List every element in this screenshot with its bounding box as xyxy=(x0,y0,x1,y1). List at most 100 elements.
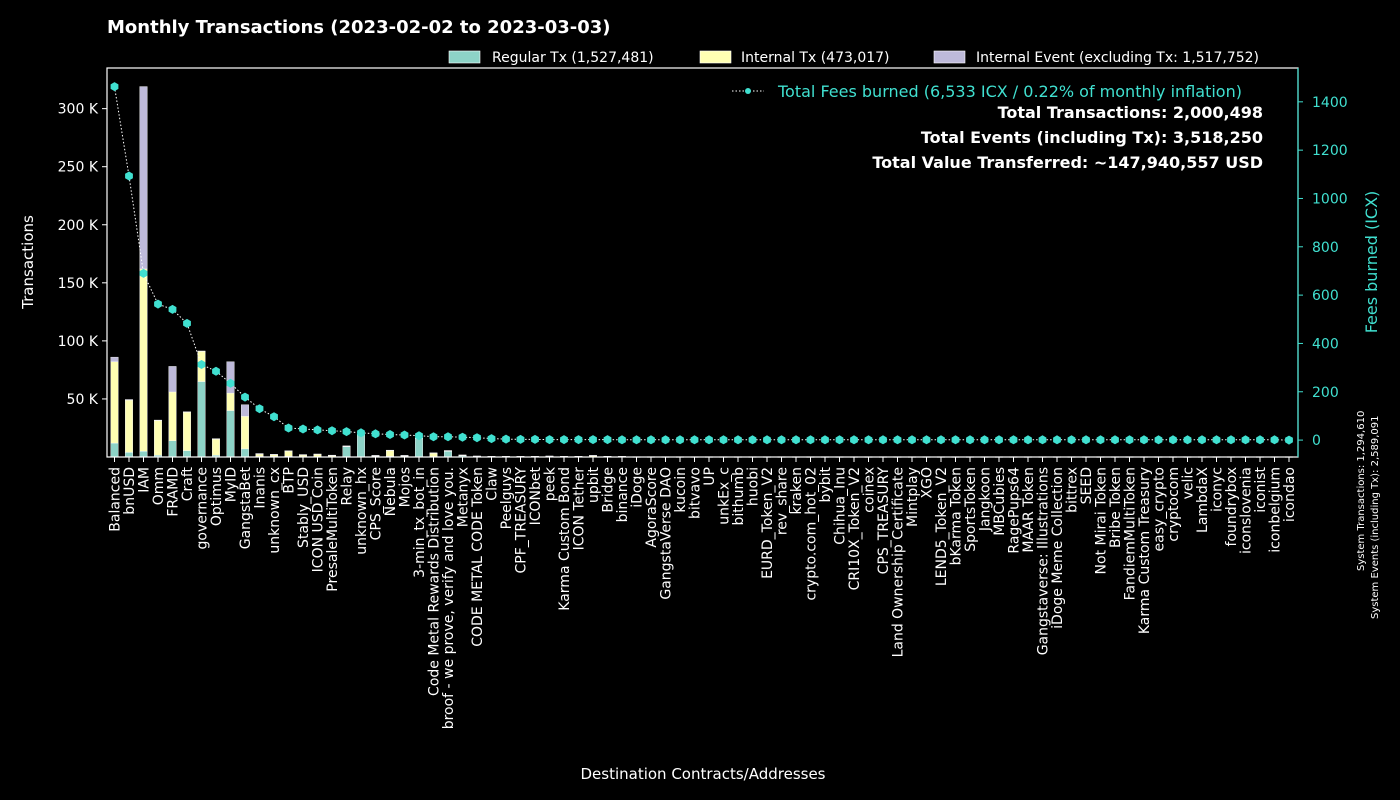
bar-internal-event-metanyx xyxy=(458,454,467,456)
x-tick-label-bittrex: bittrex xyxy=(1065,467,1081,513)
x-tick-label-craft: Craft xyxy=(180,467,196,502)
x-tick-label-huobi: huobi xyxy=(746,467,762,506)
fees-marker-cps-treasury xyxy=(879,435,887,445)
fees-marker-jangkoon xyxy=(980,435,989,445)
fees-marker-maar-token xyxy=(1024,435,1032,445)
x-tick-label-maar-token: MAAR Token xyxy=(1021,467,1037,553)
fees-marker-crypto-com-hot-02 xyxy=(806,435,815,445)
fees-layer xyxy=(110,82,1293,445)
y2-tick-label: 1000 xyxy=(1312,191,1348,207)
fees-marker-relay xyxy=(342,427,351,437)
x-tick-label-bithumb: bithumb xyxy=(731,467,747,526)
fees-marker-broof-we-prove-verify-and-love-you xyxy=(444,432,452,442)
x-tick-label-framd: FRAMD xyxy=(166,467,182,517)
annotation-total-transactions: Total Transactions: 2,000,498 xyxy=(998,103,1263,122)
x-tick-label-easy-crypto: easy_crypto xyxy=(1152,467,1168,551)
x-tick-label-iconbet: ICONbet xyxy=(528,466,544,525)
bar-internal-event-code-metal-code-token xyxy=(473,455,481,457)
fees-marker-claw xyxy=(487,434,496,444)
fees-marker-peek xyxy=(545,435,554,445)
bar-regular-broof-we-prove-verify-and-love-you xyxy=(444,450,452,458)
fees-marker-foundrybox xyxy=(1227,435,1235,445)
bar-internal-tx-code-metal-rewards-distribution xyxy=(429,452,438,457)
x-tick-label-eurd-token-v2: EURD_Token_V2 xyxy=(760,467,776,579)
fees-marker-binance xyxy=(618,435,626,445)
x-tick-label-velic: velic xyxy=(1181,467,1197,499)
plot-frame xyxy=(106,67,1299,458)
x-tick-label-unknown-cx: unknown_cx xyxy=(267,467,283,554)
x-tick-label-xgo: XGO xyxy=(920,467,936,498)
fees-marker-karma-custom-bond xyxy=(560,435,568,445)
fees-marker-idoge xyxy=(632,435,641,445)
fees-marker-bybit xyxy=(821,435,829,445)
bar-internal-event-inanis xyxy=(255,453,264,455)
fees-marker-rev-share xyxy=(777,435,786,445)
fees-marker-iconslovenia xyxy=(1241,435,1250,445)
bar-internal-event-relay xyxy=(342,445,351,447)
fees-marker-bitvavo xyxy=(690,435,699,445)
bar-internal-event-omm xyxy=(154,419,162,421)
bar-regular-3-min-tx-bot-in xyxy=(415,438,423,458)
bar-internal-event-mojos xyxy=(400,455,409,457)
fees-line xyxy=(114,86,1290,441)
fees-marker-kraken xyxy=(792,435,800,445)
legend-fees-marker xyxy=(745,88,751,94)
x-tick-label-cryptocom: cryptocom xyxy=(1166,467,1182,542)
legend-label-internal-event: Internal Event (excluding Tx: 1,517,752) xyxy=(976,50,1259,66)
fees-marker-peelguys xyxy=(502,434,510,444)
x-tick-label-myid: MyID xyxy=(224,467,240,502)
x-tick-label-lend5-token-v2: LEND5_Token_V2 xyxy=(934,467,950,586)
fees-marker-nebula xyxy=(386,430,394,439)
fees-marker-huobi xyxy=(748,435,757,445)
x-tick-label-mbcubies: MBCubies xyxy=(992,467,1008,536)
fees-marker-icon-tether xyxy=(574,435,583,445)
bar-regular-iam xyxy=(139,450,148,458)
bar-internal-event-framd xyxy=(168,366,177,393)
bar-regular-myid xyxy=(226,410,235,458)
fees-marker-gangstaverse-dao xyxy=(661,435,670,445)
x-tick-label-cps-score: CPS_Score xyxy=(369,467,385,540)
legend-label-fees: Total Fees burned (6,533 ICX / 0.22% of … xyxy=(777,82,1242,101)
x-tick-label-bribe-token: Bribe Token xyxy=(1108,467,1124,548)
x-tick-label-iconbelgium: iconbelgium xyxy=(1268,467,1284,553)
fees-marker-unknown-hx xyxy=(357,428,365,438)
y-tick-label: 300 K xyxy=(58,102,99,118)
fees-marker-up xyxy=(705,435,713,445)
chart-title: Monthly Transactions (2023-02-02 to 2023… xyxy=(107,17,611,38)
y-tick-label: 100 K xyxy=(58,334,99,350)
fees-marker-unknown-cx xyxy=(270,412,278,422)
annotation-total-events: Total Events (including Tx): 3,518,250 xyxy=(921,128,1263,147)
x-tick-label-agorascore: AgoraScore xyxy=(644,467,660,548)
fees-marker-land-ownership-certificate xyxy=(893,435,902,445)
fees-marker-bridge xyxy=(603,435,612,445)
bar-internal-tx-balanced xyxy=(110,361,119,444)
x-tick-label-land-ownership-certificate: Land Ownership Certificate xyxy=(891,467,907,657)
x-tick-label-gangstaverse-illustrations: Gangstaverse: Illustrations xyxy=(1036,467,1052,655)
annotation-total-value: Total Value Transferred: ~147,940,557 US… xyxy=(872,153,1263,172)
fees-marker-bnusd xyxy=(125,171,133,181)
fees-marker-unkex-c xyxy=(719,435,728,445)
fees-marker-myid xyxy=(226,378,235,388)
bar-internal-event-craft xyxy=(183,411,191,413)
x-tick-label-cpf-treasury: CPF_TREASURY xyxy=(514,467,530,574)
fees-marker-xgo xyxy=(922,435,931,445)
bar-internal-tx-myid xyxy=(226,392,235,411)
x-tick-label-lambdax: LambdaX xyxy=(1195,467,1211,533)
fees-marker-code-metal-code-token xyxy=(473,433,481,443)
bar-internal-event-nebula xyxy=(386,449,394,451)
x-tick-label-idoge: iDoge xyxy=(630,467,646,508)
y-tick-label: 50 K xyxy=(67,392,99,408)
bar-regular-balanced xyxy=(110,442,119,458)
fees-marker-cryptocom xyxy=(1169,435,1177,445)
bar-regular-unknown-hx xyxy=(357,434,365,458)
bar-internal-event-peek xyxy=(545,455,554,457)
fees-marker-iconbet xyxy=(531,434,539,444)
x-tick-label-inanis: Inanis xyxy=(253,467,269,509)
bar-internal-tx-framd xyxy=(168,391,177,441)
x-tick-label-gangstabet: GangstaBet xyxy=(238,466,254,549)
y2-tick-label: 800 xyxy=(1312,240,1339,256)
fees-marker-bribe-token xyxy=(1111,435,1119,445)
fees-marker-bittrex xyxy=(1067,435,1076,445)
bar-internal-tx-craft xyxy=(183,412,191,451)
